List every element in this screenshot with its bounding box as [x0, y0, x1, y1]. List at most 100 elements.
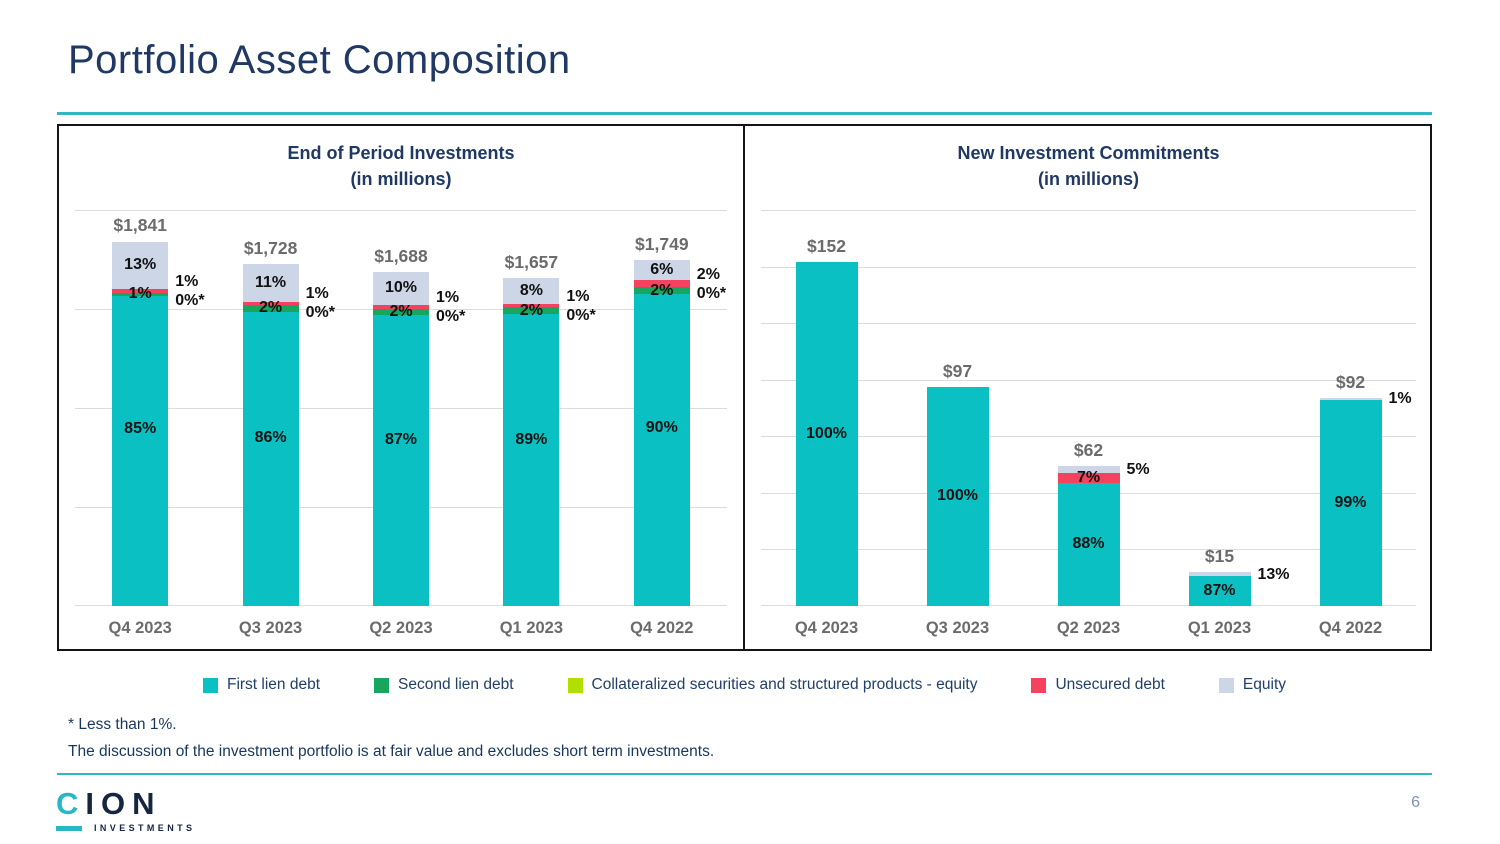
bar-segment-first_lien — [242, 311, 299, 606]
bar-segment-first_lien — [1057, 482, 1120, 606]
page-title: Portfolio Asset Composition — [68, 38, 571, 82]
footer-divider-line — [57, 773, 1432, 775]
cion-logo: CION INVESTMENTS — [56, 786, 195, 833]
bar-label: 10% — [384, 279, 418, 297]
legend-swatch-first_lien — [202, 677, 218, 693]
bar-side-label: 13% — [1257, 565, 1290, 583]
chart-title-text: New Investment Commitments — [957, 143, 1220, 163]
footnote-fair-value: The discussion of the investment portfol… — [68, 743, 715, 760]
bar-label: 87% — [1203, 582, 1236, 600]
bar-side-label: 1% — [1388, 390, 1412, 408]
bar-total-label: $1,728 — [243, 237, 298, 258]
bar-segment-second_lien — [112, 292, 169, 297]
x-axis-label: Q2 2023 — [1056, 619, 1121, 637]
bar-total-label: $1,749 — [635, 233, 689, 254]
bar-label: 88% — [1072, 535, 1105, 553]
bar-segment-second_lien — [633, 287, 690, 295]
bar-total-label: $152 — [807, 236, 846, 257]
gridline — [761, 323, 1416, 324]
x-axis-label: Q1 2023 — [1187, 619, 1252, 637]
bar-segment-first_lien — [1188, 576, 1251, 606]
bar-segment-first_lien — [1319, 399, 1382, 606]
legend-item-unsecured: Unsecured debt — [1031, 676, 1165, 694]
bar-segment-first_lien — [633, 294, 690, 606]
bar-label: 100% — [937, 487, 978, 505]
bar-segment-unsecured — [242, 301, 299, 305]
bar-label: 85% — [124, 420, 157, 438]
bar-side-labels: 2% 0%* — [697, 265, 726, 303]
legend-swatch-second_lien — [374, 677, 390, 693]
bar-side-labels: 1% 0%* — [175, 272, 204, 310]
bar-segment-second_lien — [503, 307, 560, 315]
bar-side-label: 1% — [175, 272, 199, 290]
legend-label: Equity — [1242, 676, 1287, 693]
chart-title: End of Period Investments (in millions) — [59, 140, 743, 192]
bar-total-label: $92 — [1335, 371, 1366, 392]
x-axis-label: Q4 2023 — [108, 619, 172, 637]
bar-side-labels: 1% 0%* — [306, 284, 335, 322]
legend-label: Second lien debt — [398, 676, 514, 693]
stacked-bar — [633, 259, 690, 606]
x-axis-label: Q2 2023 — [369, 619, 433, 637]
cion-logo-wordmark: CION — [56, 786, 195, 821]
x-axis-label: Q4 2023 — [794, 619, 859, 637]
gridline — [761, 380, 1416, 381]
bar-side-labels: 1% 0%* — [566, 287, 595, 325]
gridline — [761, 210, 1416, 211]
bar-segment-first_lien — [373, 315, 429, 606]
bar-segment-equity — [1057, 465, 1120, 473]
stacked-bar — [1319, 397, 1382, 606]
plot-area: 85% 1% 13% $1,841 1% 0%* Q4 2023 86% 2% 11% $1,728… — [75, 210, 727, 637]
gridline — [761, 267, 1416, 268]
plot-area: 100% $152 Q4 2023 100% $97 Q3 2023 88% 7% $62 5% Q… — [761, 210, 1416, 637]
bar-side-label: 2% — [696, 265, 720, 283]
stacked-bar — [373, 271, 429, 606]
bar-label: 2% — [389, 302, 413, 320]
bar-segment-equity — [1188, 572, 1251, 577]
bar-side-label: 0%* — [566, 306, 596, 324]
chart-title: New Investment Commitments (in millions) — [745, 140, 1432, 192]
chart-subtitle-text: (in millions) — [1038, 169, 1139, 189]
bar-total-label: $1,841 — [113, 215, 167, 236]
stacked-bar — [926, 386, 989, 606]
bar-segment-unsecured — [1057, 472, 1120, 483]
bar-segment-equity — [503, 277, 560, 305]
chart-title-text: End of Period Investments — [287, 143, 515, 163]
stacked-bar — [112, 241, 169, 606]
bar-segment-equity — [112, 241, 169, 289]
bar-label: 2% — [259, 299, 283, 317]
x-axis-label: Q4 2022 — [1318, 619, 1383, 637]
bar-segment-equity — [373, 271, 429, 306]
title-divider-line — [57, 112, 1432, 115]
bar-segment-unsecured — [503, 304, 560, 308]
cion-logo-subrow: INVESTMENTS — [56, 823, 195, 833]
legend-swatch-unsecured — [1031, 677, 1047, 693]
cion-logo-ion: ION — [85, 786, 162, 821]
bar-side-label: 1% — [436, 288, 460, 306]
bar-label: 13% — [124, 256, 157, 274]
cion-logo-investments: INVESTMENTS — [94, 823, 196, 833]
legend-item-first_lien: First lien debt — [202, 676, 321, 694]
bar-segment-equity — [242, 263, 299, 302]
bar-side-label: 0%* — [436, 307, 466, 325]
stacked-bar — [503, 277, 560, 606]
bar-total-label: $97 — [942, 360, 973, 381]
cion-logo-dash — [56, 825, 82, 831]
footnote-less-than-1pct: * Less than 1%. — [68, 716, 177, 733]
cion-logo-c: C — [56, 786, 86, 821]
bar-label: 87% — [384, 431, 418, 449]
bar-side-labels: 1% — [1389, 389, 1412, 408]
legend-label: First lien debt — [226, 676, 321, 693]
bar-segment-unsecured — [633, 280, 690, 288]
bar-side-label: 0%* — [305, 304, 335, 322]
bar-segment-first_lien — [926, 386, 989, 606]
bar-segment-unsecured — [112, 288, 169, 293]
panel-divider — [743, 126, 745, 649]
bar-total-label: $1,688 — [374, 245, 428, 266]
bar-segment-equity — [633, 259, 690, 281]
bar-segment-second_lien — [242, 304, 299, 312]
page-number: 6 — [1411, 794, 1420, 811]
bar-label: 99% — [1334, 493, 1367, 511]
bar-label: 2% — [519, 301, 543, 319]
